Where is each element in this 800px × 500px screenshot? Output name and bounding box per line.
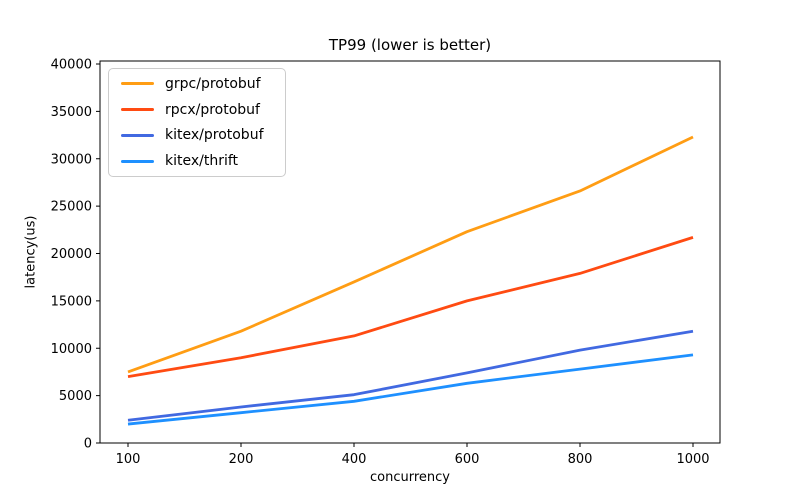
x-tick-label: 600 (455, 452, 480, 467)
legend-entry-rpcx-protobuf: rpcx/protobuf (121, 97, 285, 122)
x-tick-label: 800 (568, 452, 593, 467)
legend-label: rpcx/protobuf (165, 101, 260, 118)
series-line-kitex-thrift (127, 353, 694, 426)
x-tick-label: 400 (342, 452, 367, 467)
legend-entry-kitex-thrift: kitex/thrift (121, 149, 285, 174)
y-axis-label: latency(us) (23, 215, 39, 289)
legend-swatch-kitex-thrift (121, 159, 154, 163)
legend-swatch-kitex-protobuf (121, 133, 154, 137)
chart-title: TP99 (lower is better) (328, 36, 492, 54)
x-tick-label: 200 (229, 452, 254, 467)
axes-border (99, 60, 721, 444)
y-tick-label: 5000 (59, 389, 92, 404)
y-tick-label: 0 (84, 437, 92, 452)
y-tick-label: 35000 (51, 105, 92, 120)
legend-label: grpc/protobuf (165, 75, 261, 92)
legend-swatch-rpcx-protobuf (121, 108, 154, 112)
legend-entry-grpc-protobuf: grpc/protobuf (121, 71, 285, 96)
x-tick-label: 100 (116, 452, 141, 467)
y-tick-label: 25000 (51, 200, 92, 215)
y-tick-label: 15000 (51, 294, 92, 309)
legend-swatch-grpc-protobuf (121, 82, 154, 86)
series-line-grpc-protobuf (127, 135, 694, 374)
series-line-rpcx-protobuf (127, 236, 694, 379)
x-tick-label: 1000 (676, 452, 709, 467)
y-tick-label: 10000 (51, 342, 92, 357)
legend-label: kitex/protobuf (165, 127, 264, 144)
legend: grpc/protobuf rpcx/protobuf kitex/protob… (108, 68, 286, 177)
legend-label: kitex/thrift (165, 153, 239, 170)
y-tick-label: 40000 (51, 58, 92, 73)
legend-entry-kitex-protobuf: kitex/protobuf (121, 123, 285, 148)
y-tick-label: 30000 (51, 152, 92, 167)
y-tick-label: 20000 (51, 247, 92, 262)
x-axis-label: concurrency (370, 470, 450, 485)
series-line-kitex-protobuf (127, 329, 694, 422)
